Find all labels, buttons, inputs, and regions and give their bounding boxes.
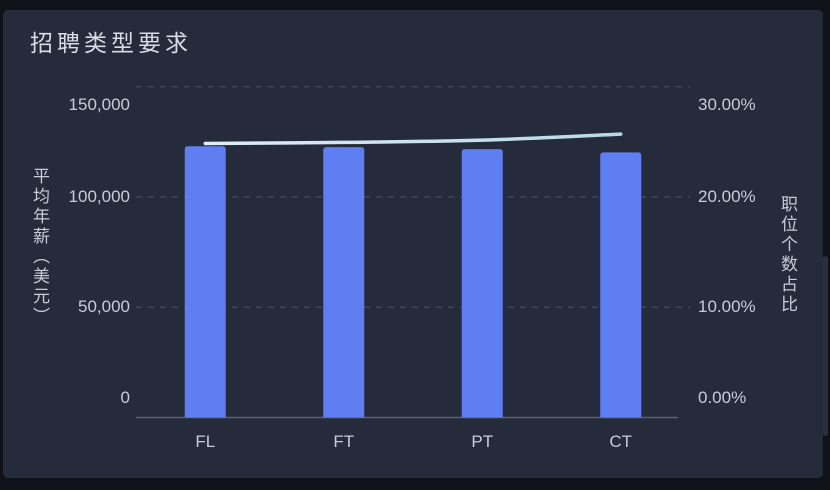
- right-axis-tick: 30.00%: [698, 95, 756, 114]
- left-axis-title: 平均年薪（美元）: [30, 167, 49, 327]
- x-axis-label-ct: CT: [609, 432, 633, 451]
- bar-fl[interactable]: [184, 146, 226, 418]
- line-series: [203, 132, 623, 146]
- scrollbar-track[interactable]: [822, 0, 830, 490]
- left-axis-tick: 150,000: [68, 95, 130, 114]
- x-axis-label-fl: FL: [195, 432, 216, 451]
- right-axis-tick: 10.00%: [698, 297, 756, 317]
- chart-card: [3, 10, 823, 478]
- right-axis-tick: 20.00%: [698, 186, 756, 206]
- scrollbar-thumb[interactable]: [823, 256, 828, 436]
- left-axis-tick: 100,000: [68, 186, 130, 206]
- x-axis-label-pt: PT: [471, 432, 494, 451]
- bar-pt[interactable]: [461, 149, 503, 418]
- chart-title: 招聘类型要求: [30, 30, 192, 56]
- left-axis-tick: 50,000: [78, 297, 130, 317]
- bar-ft[interactable]: [323, 147, 365, 418]
- right-axis-title: 职位个数占比: [778, 195, 797, 315]
- bar-ct[interactable]: [600, 152, 642, 418]
- left-axis-tick: 0: [120, 388, 130, 407]
- x-axis-label-ft: FT: [333, 432, 355, 451]
- right-axis-tick: 0.00%: [698, 388, 747, 407]
